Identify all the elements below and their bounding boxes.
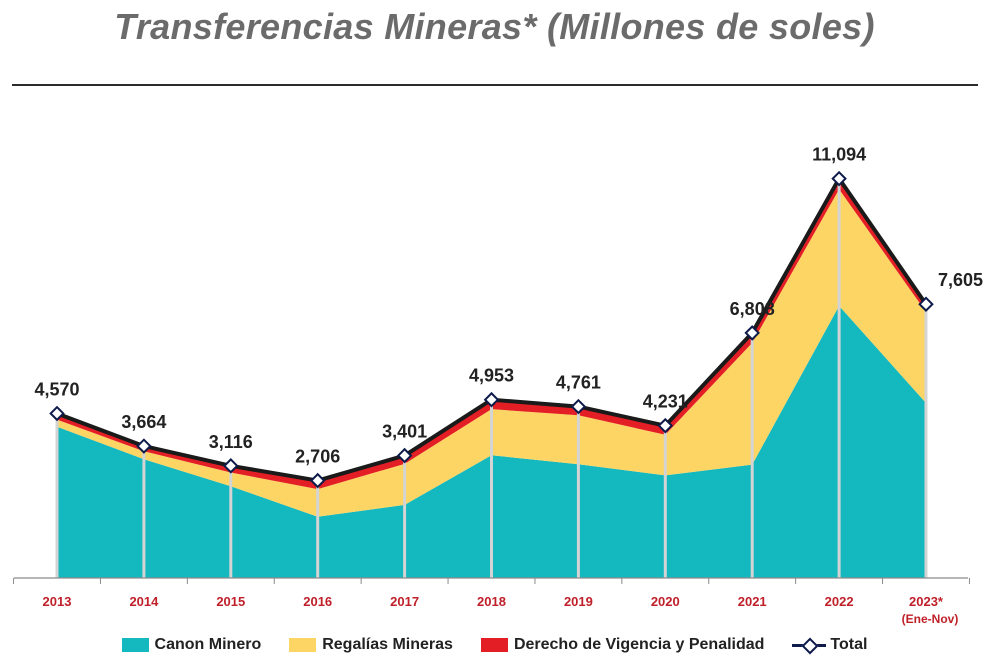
- data-label: 4,761: [556, 373, 601, 393]
- legend-label-total: Total: [830, 636, 868, 653]
- area-canon: [57, 305, 926, 578]
- total-marker: [570, 398, 587, 415]
- legend-item-canon: Canon Minero: [121, 636, 262, 654]
- x-tick-label: 2023*: [909, 594, 944, 609]
- x-tick-label: 2020: [651, 594, 680, 609]
- data-label: 4,953: [469, 366, 514, 386]
- total-marker: [49, 405, 65, 422]
- data-label: 2,706: [295, 447, 340, 467]
- data-label: 3,116: [209, 432, 253, 452]
- legend-item-total: Total: [792, 636, 868, 655]
- x-tick-label: 2017: [390, 594, 419, 609]
- legend-symbol-total: [792, 637, 827, 655]
- legend-swatch-derecho: [480, 638, 508, 652]
- legend-label-regalias: Regalías Mineras: [322, 636, 453, 653]
- total-marker: [483, 391, 500, 408]
- total-marker: [223, 458, 239, 474]
- total-marker: [657, 417, 674, 434]
- legend-label-derecho: Derecho de Vigencia y Penalidad: [513, 636, 765, 653]
- total-marker: [136, 438, 152, 454]
- legend-label-canon: Canon Minero: [154, 636, 262, 653]
- data-label: 6,808: [730, 299, 775, 319]
- total-marker: [396, 447, 413, 464]
- x-tick-label: 2022: [825, 594, 854, 609]
- x-tick-label: 2021: [738, 594, 767, 609]
- chart-title: Transferencias Mineras* (Millones de sol…: [114, 6, 875, 47]
- x-tick-sublabel: (Ene-Nov): [902, 612, 959, 626]
- legend-item-derecho: Derecho de Vigencia y Penalidad: [480, 636, 765, 654]
- legend-item-regalias: Regalías Mineras: [289, 636, 453, 654]
- data-label: 4,570: [34, 379, 79, 399]
- x-tick-label: 2019: [564, 594, 593, 609]
- x-tick-label: 2013: [43, 594, 72, 609]
- total-marker: [918, 296, 934, 312]
- data-label: 11,094: [812, 145, 866, 165]
- x-tick-label: 2018: [477, 594, 506, 609]
- legend-swatch-canon: [121, 638, 149, 652]
- data-label: 3,401: [382, 422, 427, 442]
- data-label: 3,664: [121, 412, 166, 432]
- data-label: 4,231: [643, 392, 688, 412]
- total-marker: [831, 170, 847, 187]
- x-tick-label: 2014: [129, 594, 159, 609]
- total-marker: [744, 325, 760, 341]
- total-marker: [309, 472, 326, 489]
- x-tick-label: 2016: [303, 594, 332, 609]
- legend: Canon Minero Regalías Mineras Derecho de…: [0, 636, 989, 655]
- x-tick-label: 2015: [216, 594, 245, 609]
- data-label: 7,605: [938, 270, 983, 290]
- area-regalias: [57, 189, 926, 517]
- title-divider: [12, 84, 978, 86]
- legend-swatch-regalias: [289, 638, 317, 652]
